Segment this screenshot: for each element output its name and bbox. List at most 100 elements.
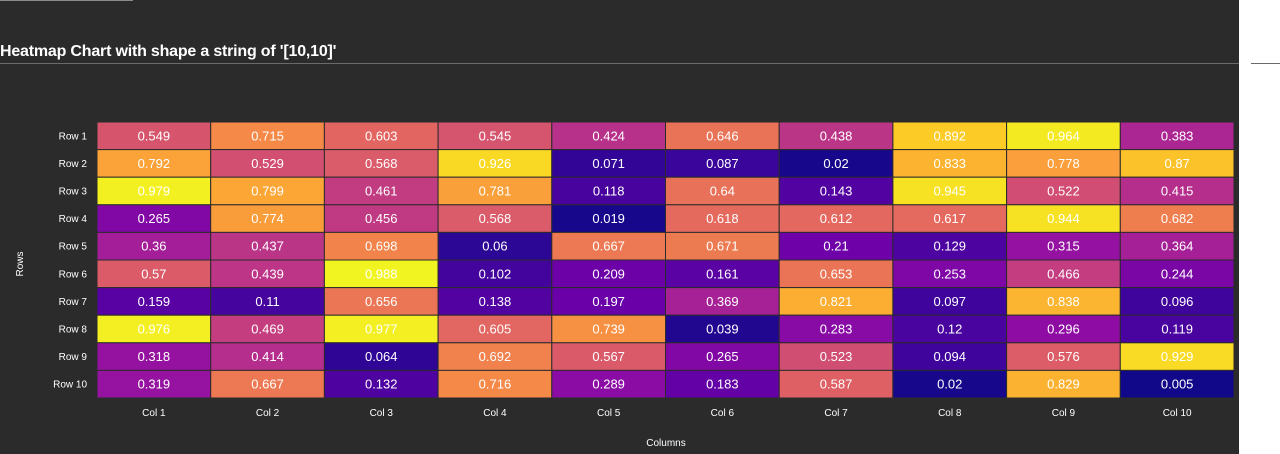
heatmap-cell[interactable] (551, 231, 666, 261)
cell-value-label: 0.469 (251, 322, 284, 337)
cell-value-label: 0.102 (479, 266, 512, 281)
heatmap-cell[interactable] (665, 149, 780, 178)
heatmap-cell[interactable] (1006, 314, 1121, 344)
heatmap-cell[interactable] (437, 287, 553, 316)
heatmap-cell[interactable] (323, 369, 439, 399)
heatmap-cell[interactable] (551, 176, 666, 206)
heatmap-cell[interactable] (1119, 204, 1235, 233)
heatmap-cell[interactable] (96, 204, 212, 233)
heatmap-cell[interactable] (665, 287, 780, 316)
cell-value-label: 0.799 (251, 184, 284, 199)
heatmap-cell[interactable] (1006, 369, 1121, 399)
heatmap-cell[interactable] (665, 342, 780, 371)
heatmap-cell[interactable] (323, 287, 439, 316)
heatmap-cell[interactable] (1006, 231, 1121, 261)
heatmap-cell[interactable] (1119, 342, 1235, 371)
heatmap-cell[interactable] (210, 342, 325, 371)
heatmap-cell[interactable] (1119, 287, 1235, 316)
heatmap-cell[interactable] (1006, 176, 1121, 206)
column-tick-label: Col 5 (597, 408, 621, 419)
heatmap-cell[interactable] (892, 176, 1008, 206)
cell-value-label: 0.21 (823, 239, 848, 254)
heatmap-cell[interactable] (778, 121, 894, 151)
cell-value-label: 0.739 (592, 322, 625, 337)
column-tick-label: Col 4 (483, 408, 507, 419)
heatmap-cell[interactable] (437, 259, 553, 289)
cell-value-label: 0.039 (706, 322, 739, 337)
cell-value-label: 0.667 (592, 239, 625, 254)
heatmap-cell[interactable] (1006, 342, 1121, 371)
heatmap-cell[interactable] (778, 259, 894, 289)
heatmap-cell[interactable] (323, 149, 439, 178)
heatmap-cell[interactable] (96, 149, 212, 178)
heatmap-cell[interactable] (551, 259, 666, 289)
heatmap-cell[interactable] (551, 121, 666, 151)
heatmap-cell[interactable] (665, 176, 780, 206)
cell-value-label: 0.437 (251, 239, 284, 254)
heatmap-cell[interactable] (1119, 121, 1235, 151)
cell-value-label: 0.02 (823, 156, 848, 171)
heatmap-cell[interactable] (96, 231, 212, 261)
cell-value-label: 0.36 (141, 239, 166, 254)
heatmap-cell[interactable] (1119, 231, 1235, 261)
heatmap-cell[interactable] (1119, 176, 1235, 206)
heatmap-cell[interactable] (1119, 314, 1235, 344)
cell-value-label: 0.671 (706, 239, 739, 254)
row-tick-label: Row 1 (59, 131, 88, 142)
row-tick-label: Row 2 (59, 159, 88, 170)
heatmap-cell[interactable] (323, 314, 439, 344)
heatmap-cell[interactable] (1006, 149, 1121, 178)
heatmap-cell[interactable] (665, 314, 780, 344)
heatmap-cell[interactable] (1119, 149, 1235, 178)
cell-value-label: 0.87 (1164, 156, 1189, 171)
x-axis-label: Columns (646, 438, 685, 449)
heatmap-cell[interactable] (96, 121, 212, 151)
heatmap-cell[interactable] (323, 259, 439, 289)
heatmap-cell[interactable] (665, 369, 780, 399)
cell-value-label: 0.06 (482, 239, 507, 254)
heatmap-cell[interactable] (551, 369, 666, 399)
cell-value-label: 0.612 (820, 211, 853, 226)
heatmap-cell[interactable] (665, 121, 780, 151)
cell-value-label: 0.094 (933, 349, 966, 364)
heatmap-cell[interactable] (323, 121, 439, 151)
cell-value-label: 0.364 (1161, 239, 1194, 254)
heatmap-cell[interactable] (1006, 259, 1121, 289)
column-tick-label: Col 9 (1052, 408, 1076, 419)
heatmap-cell[interactable] (551, 342, 666, 371)
heatmap-cell[interactable] (210, 314, 325, 344)
heatmap-cell[interactable] (1006, 204, 1121, 233)
cell-value-label: 0.466 (1047, 266, 1080, 281)
heatmap-cell[interactable] (437, 149, 553, 178)
cell-value-label: 0.315 (1047, 239, 1080, 254)
heatmap-cell[interactable] (210, 176, 325, 206)
cell-value-label: 0.197 (592, 294, 625, 309)
heatmap-cell[interactable] (210, 369, 325, 399)
heatmap-cell[interactable] (96, 342, 212, 371)
top-divider (0, 0, 133, 1)
cell-value-label: 0.143 (820, 184, 853, 199)
cell-value-label: 0.774 (251, 211, 284, 226)
heatmap-cell[interactable] (551, 287, 666, 316)
heatmap-cell[interactable] (551, 149, 666, 178)
heatmap-cell[interactable] (1119, 369, 1235, 399)
cell-value-label: 0.587 (820, 377, 853, 392)
cell-value-label: 0.656 (365, 294, 398, 309)
heatmap-cell[interactable] (323, 231, 439, 261)
heatmap-cell[interactable] (665, 259, 780, 289)
heatmap-cell[interactable] (892, 369, 1008, 399)
heatmap-cell[interactable] (437, 204, 553, 233)
heatmap-cell[interactable] (210, 259, 325, 289)
heatmap-cell[interactable] (892, 204, 1008, 233)
heatmap-cell[interactable] (1119, 259, 1235, 289)
heatmap-cell[interactable] (96, 176, 212, 206)
row-tick-label: Row 7 (59, 297, 88, 308)
cell-value-label: 0.979 (138, 184, 171, 199)
heatmap-cell[interactable] (778, 287, 894, 316)
cell-value-label: 0.653 (820, 266, 853, 281)
heatmap-cell[interactable] (778, 314, 894, 344)
heatmap-cell[interactable] (778, 231, 894, 261)
row-tick-label: Row 10 (53, 380, 87, 391)
cell-value-label: 0.833 (933, 156, 966, 171)
heatmap-cell[interactable] (892, 121, 1008, 151)
